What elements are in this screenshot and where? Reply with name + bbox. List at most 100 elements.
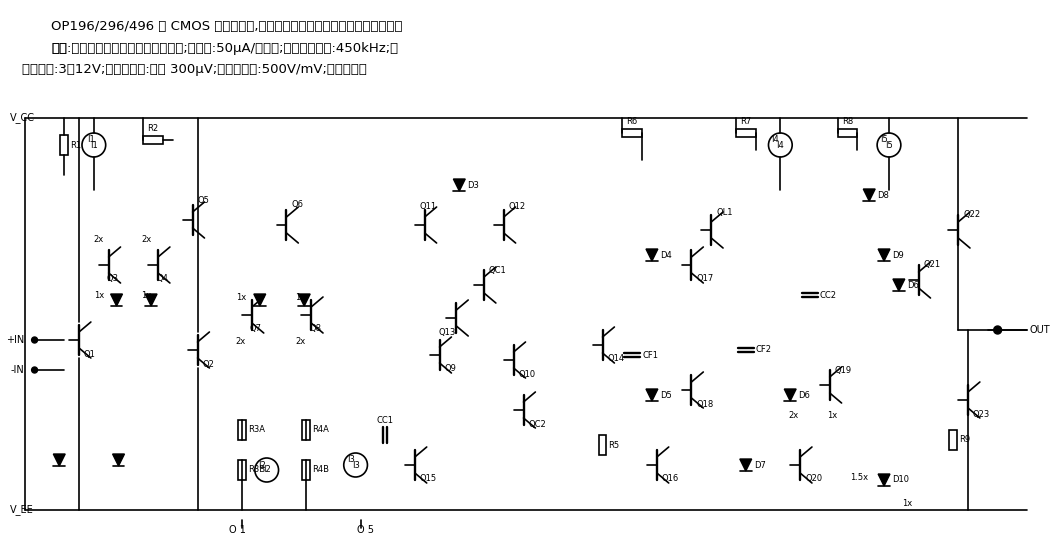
Text: R9: R9 [959, 436, 970, 444]
Text: 2x: 2x [94, 236, 104, 244]
Text: Q11: Q11 [420, 202, 437, 212]
Text: 1x: 1x [94, 290, 104, 300]
Bar [302, 460, 310, 480]
Bar [143, 136, 163, 144]
Text: Q23: Q23 [973, 410, 990, 418]
Text: Q18: Q18 [696, 399, 713, 409]
Text: R6: R6 [627, 117, 638, 126]
Text: D6: D6 [907, 281, 918, 289]
Text: Q15: Q15 [420, 474, 437, 484]
Text: Q8: Q8 [309, 325, 321, 333]
Polygon shape [54, 454, 65, 466]
Text: Q22: Q22 [963, 211, 980, 219]
Text: Q17: Q17 [696, 275, 713, 283]
Text: Q19: Q19 [834, 366, 852, 374]
Text: +IN: +IN [6, 335, 24, 345]
Text: OP196/296/496 是 CMOS 运算放大器,具有微小的功耗和电源正负限输出范围。: OP196/296/496 是 CMOS 运算放大器,具有微小的功耗和电源正负限… [52, 20, 403, 33]
Polygon shape [646, 389, 658, 401]
Polygon shape [893, 279, 905, 291]
Text: R2: R2 [147, 124, 159, 133]
Text: 1x: 1x [902, 498, 912, 508]
Bar [949, 430, 957, 450]
Text: D8: D8 [877, 190, 889, 200]
Text: Q21: Q21 [924, 261, 940, 269]
Polygon shape [113, 454, 124, 466]
Text: R3A: R3A [248, 425, 265, 435]
Text: QL1: QL1 [716, 207, 732, 217]
Text: CC1: CC1 [377, 416, 393, 425]
Polygon shape [646, 249, 658, 261]
Text: Q14: Q14 [607, 355, 625, 363]
Text: I5: I5 [881, 135, 888, 145]
Text: QC2: QC2 [528, 419, 546, 429]
Text: Q10: Q10 [519, 369, 535, 379]
Text: R7: R7 [741, 117, 751, 126]
Text: 特点: 特点 [52, 42, 67, 55]
Text: Q7: Q7 [250, 325, 262, 333]
Polygon shape [453, 179, 465, 191]
Text: R5: R5 [608, 441, 620, 449]
Text: I1: I1 [87, 135, 95, 145]
Text: CF1: CF1 [642, 350, 659, 360]
Text: QC1: QC1 [489, 265, 507, 275]
Text: I2: I2 [258, 461, 266, 469]
Text: D3: D3 [467, 181, 479, 189]
Text: Q12: Q12 [509, 202, 526, 212]
Text: Q20: Q20 [805, 474, 823, 484]
Polygon shape [864, 189, 875, 201]
Text: R8: R8 [842, 117, 853, 126]
Text: D7: D7 [753, 461, 766, 469]
Text: 1x: 1x [236, 293, 246, 301]
Text: R4B: R4B [312, 466, 329, 474]
Text: R4A: R4A [312, 425, 329, 435]
Text: D9: D9 [892, 250, 904, 259]
Polygon shape [110, 294, 122, 306]
Text: I1: I1 [90, 140, 98, 150]
Polygon shape [740, 459, 752, 471]
Text: I4: I4 [771, 135, 780, 145]
Bar [736, 129, 755, 137]
Polygon shape [878, 249, 890, 261]
Polygon shape [878, 474, 890, 486]
Circle shape [32, 337, 38, 343]
Text: 1x: 1x [141, 290, 151, 300]
Polygon shape [145, 294, 157, 306]
Bar [238, 420, 246, 440]
Text: O 5: O 5 [357, 525, 373, 535]
Text: R3B: R3B [248, 466, 265, 474]
Text: I5: I5 [885, 140, 893, 150]
Text: Q4: Q4 [156, 275, 168, 283]
Bar [238, 460, 246, 480]
Text: D10: D10 [892, 475, 909, 485]
Text: Q9: Q9 [445, 364, 457, 374]
Text: 特点:电源正负限输入和输出摆动范围;低功耗:50μA/放大器;增益带宽乘积:450kHz;单: 特点:电源正负限输入和输出摆动范围;低功耗:50μA/放大器;增益带宽乘积:45… [52, 42, 399, 55]
Text: 1x: 1x [828, 411, 837, 419]
Bar [837, 129, 857, 137]
Text: 2x: 2x [141, 236, 151, 244]
Text: 电源工作:3～12V;低失调电压:最大 300μV;高开环增益:500V/mV;增益稳定。: 电源工作:3～12V;低失调电压:最大 300μV;高开环增益:500V/mV;… [22, 63, 366, 76]
Text: D5: D5 [660, 391, 671, 399]
Bar [60, 135, 68, 155]
Text: Q3: Q3 [106, 275, 119, 283]
Text: Q16: Q16 [662, 474, 679, 484]
Text: Q1: Q1 [84, 349, 96, 358]
Polygon shape [785, 389, 796, 401]
Text: Q6: Q6 [291, 201, 303, 209]
Text: I3: I3 [347, 455, 355, 465]
Text: OUT: OUT [1029, 325, 1050, 335]
Text: 2x: 2x [296, 337, 305, 347]
Text: D6: D6 [798, 391, 810, 399]
Text: 2x: 2x [788, 411, 798, 419]
Bar [623, 129, 642, 137]
Polygon shape [299, 294, 310, 306]
Text: I4: I4 [776, 140, 784, 150]
Polygon shape [254, 294, 266, 306]
Text: D4: D4 [660, 250, 671, 259]
Text: I3: I3 [351, 461, 360, 469]
Bar [599, 435, 607, 455]
Text: CC2: CC2 [820, 290, 836, 300]
Text: CF2: CF2 [755, 345, 771, 355]
Text: R1: R1 [70, 140, 81, 150]
Text: 1x: 1x [296, 293, 305, 301]
Text: Q13: Q13 [439, 327, 456, 337]
